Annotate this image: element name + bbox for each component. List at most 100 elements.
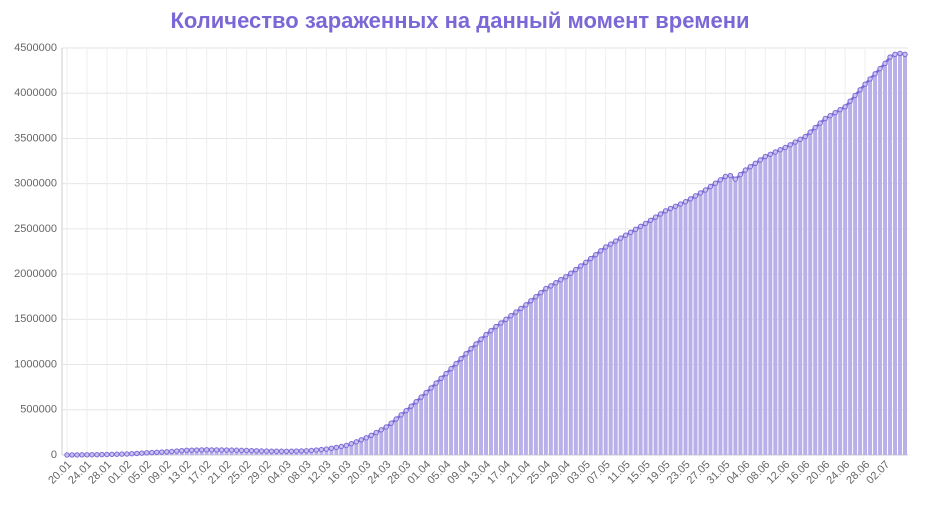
- point: [145, 451, 149, 455]
- point: [713, 181, 717, 185]
- bar: [703, 190, 707, 455]
- y-tick-label: 3500000: [14, 132, 57, 144]
- bar: [449, 369, 453, 455]
- point: [70, 453, 74, 457]
- y-tick-label: 4000000: [14, 87, 57, 99]
- point: [893, 52, 897, 56]
- y-tick-label: 0: [51, 449, 57, 461]
- point: [434, 381, 438, 385]
- point: [823, 116, 827, 120]
- point: [798, 137, 802, 141]
- bar: [783, 147, 787, 455]
- point: [499, 321, 503, 325]
- bar: [649, 220, 653, 455]
- point: [773, 150, 777, 154]
- point: [454, 361, 458, 365]
- bar: [888, 57, 892, 455]
- point: [733, 177, 737, 181]
- point: [424, 390, 428, 394]
- chart-title: Количество зараженных на данный момент в…: [170, 8, 749, 33]
- point: [594, 252, 598, 256]
- point: [504, 317, 508, 321]
- bar: [554, 283, 558, 455]
- bar: [419, 397, 423, 455]
- point: [693, 194, 697, 198]
- point: [65, 453, 69, 457]
- bar: [474, 344, 478, 455]
- bar: [713, 183, 717, 455]
- bar: [883, 63, 887, 455]
- bar: [818, 123, 822, 455]
- bar: [634, 229, 638, 455]
- bar: [679, 204, 683, 455]
- bar: [659, 214, 663, 455]
- point: [618, 236, 622, 240]
- point: [135, 451, 139, 455]
- bar: [589, 259, 593, 455]
- point: [604, 245, 608, 249]
- point: [339, 444, 343, 448]
- bar: [499, 323, 503, 455]
- point: [439, 376, 443, 380]
- bar: [718, 180, 722, 455]
- bar: [389, 423, 393, 455]
- bar: [494, 327, 498, 455]
- bar: [614, 241, 618, 455]
- point: [469, 347, 473, 351]
- point: [115, 452, 119, 456]
- bar: [773, 152, 777, 455]
- bar: [504, 319, 508, 455]
- bar: [374, 433, 378, 455]
- bar: [549, 286, 553, 455]
- bar: [893, 54, 897, 455]
- bar: [654, 217, 658, 455]
- point: [688, 197, 692, 201]
- bar: [559, 280, 563, 455]
- bar: [689, 199, 693, 455]
- bar: [863, 84, 867, 455]
- point: [883, 61, 887, 65]
- point: [429, 386, 433, 390]
- point: [399, 413, 403, 417]
- point: [589, 256, 593, 260]
- point: [359, 438, 363, 442]
- point: [484, 333, 488, 337]
- point: [853, 93, 857, 97]
- bar: [843, 107, 847, 455]
- point: [75, 453, 79, 457]
- point: [833, 110, 837, 114]
- bar: [698, 193, 702, 455]
- point: [160, 450, 164, 454]
- point: [334, 445, 338, 449]
- point: [239, 448, 243, 452]
- point: [673, 204, 677, 208]
- bar: [609, 244, 613, 455]
- point: [838, 107, 842, 111]
- point: [828, 113, 832, 117]
- point: [289, 449, 293, 453]
- point: [778, 148, 782, 152]
- point: [194, 448, 198, 452]
- bar: [639, 226, 643, 455]
- point: [294, 449, 298, 453]
- point: [464, 352, 468, 356]
- bar: [823, 119, 827, 455]
- y-tick-label: 3000000: [14, 178, 57, 190]
- x-tick-label: 02.07: [864, 459, 892, 487]
- bar: [878, 69, 882, 455]
- point: [309, 448, 313, 452]
- bar: [434, 383, 438, 455]
- bar: [369, 435, 373, 455]
- point: [758, 158, 762, 162]
- point: [559, 278, 563, 282]
- bar: [903, 54, 907, 455]
- point: [808, 130, 812, 134]
- bar: [489, 331, 493, 455]
- point: [519, 306, 523, 310]
- y-tick-label: 1000000: [14, 358, 57, 370]
- bar: [674, 206, 678, 455]
- point: [863, 82, 867, 86]
- point: [394, 417, 398, 421]
- point: [623, 233, 627, 237]
- bar: [758, 160, 762, 455]
